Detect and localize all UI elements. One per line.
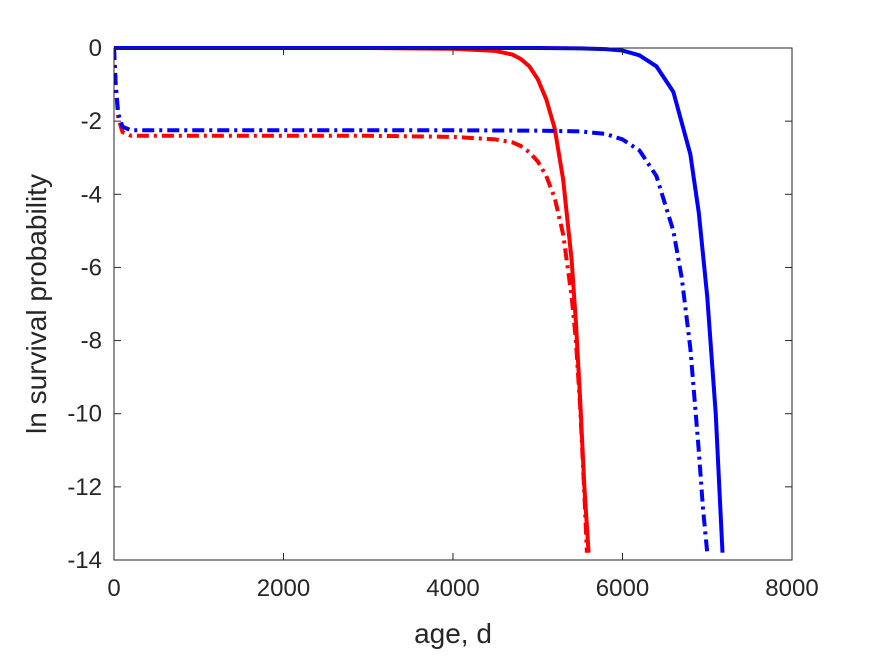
y-tick-label: -14 <box>67 547 102 574</box>
y-tick-label: 0 <box>89 35 102 62</box>
x-tick-label: 6000 <box>596 575 649 602</box>
y-tick-label: -10 <box>67 401 102 428</box>
axes-layer: 0 2000 4000 6000 8000 0 -2 -4 -6 -8 -10 -12 -14 <box>67 35 818 602</box>
x-tick-label: 4000 <box>426 575 479 602</box>
y-tick-label: -8 <box>81 328 102 355</box>
x-tick-label: 2000 <box>257 575 310 602</box>
x-tick-label: 8000 <box>765 575 818 602</box>
y-tick-label: -6 <box>81 254 102 281</box>
y-tick-label: -12 <box>67 474 102 501</box>
series-line-3 <box>114 47 710 553</box>
y-tick-label: -4 <box>81 181 102 208</box>
plot-background <box>114 48 792 560</box>
x-tick-label: 0 <box>107 575 120 602</box>
series-line-1 <box>114 47 589 553</box>
y-tick-label: -2 <box>81 108 102 135</box>
x-axis-label: age, d <box>414 618 492 649</box>
plot-area <box>114 48 792 560</box>
y-axis-label: ln survival probability <box>21 174 52 434</box>
